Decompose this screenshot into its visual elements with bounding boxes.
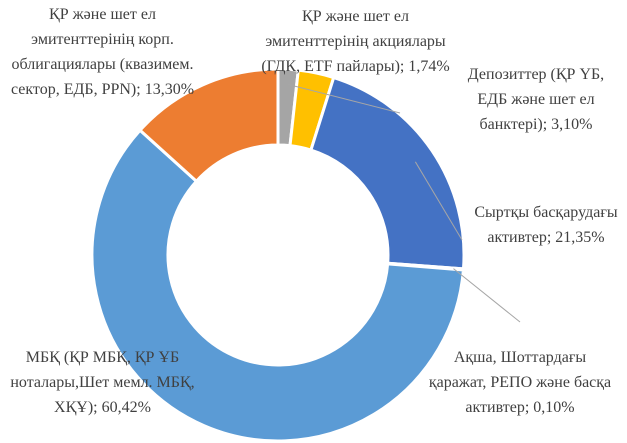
- slice-value: 21,35%: [555, 229, 605, 246]
- slice-label: МБҚ (ҚР МБҚ, ҚР ҰБ ноталары,Шет мемл. МБ…: [0, 345, 205, 420]
- donut-slice: [90, 128, 466, 443]
- slice-label: ҚР және шет ел эмитенттерінің акциялары …: [258, 4, 453, 79]
- slice-value: 60,42%: [101, 399, 151, 416]
- leader-line: [414, 161, 463, 241]
- leader-line: [287, 83, 401, 114]
- slice-name: Депозиттер (ҚР ҮБ, ЕДБ және шет ел банкт…: [467, 66, 605, 133]
- slice-value: 13,30%: [144, 81, 195, 98]
- slice-name: ҚР және шет ел эмитенттерінің корп. обли…: [10, 6, 194, 98]
- donut-slice: [137, 67, 280, 184]
- slice-name: Сыртқы басқарудағы активтер;: [474, 204, 618, 246]
- slice-value: 3,10%: [551, 116, 593, 133]
- slice-label: Сыртқы басқарудағы активтер; 21,35%: [462, 200, 627, 250]
- slice-name: ҚР және шет ел эмитенттерінің акциялары …: [261, 8, 446, 75]
- slice-value: 1,74%: [408, 58, 450, 75]
- slice-value: 0,10%: [533, 399, 575, 416]
- slice-label: Ақша, Шоттардағы қаражат, РЕПО және басқ…: [425, 345, 615, 420]
- leader-line: [453, 268, 521, 323]
- donut-slice: [309, 75, 466, 271]
- slice-label: ҚР және шет ел эмитенттерінің корп. обли…: [0, 2, 205, 102]
- slice-name: МБҚ (ҚР МБҚ, ҚР ҰБ ноталары,Шет мемл. МБ…: [10, 349, 195, 416]
- slice-name: Ақша, Шоттардағы қаражат, РЕПО және басқ…: [428, 349, 612, 416]
- slice-label: Депозиттер (ҚР ҮБ, ЕДБ және шет ел банкт…: [452, 62, 620, 137]
